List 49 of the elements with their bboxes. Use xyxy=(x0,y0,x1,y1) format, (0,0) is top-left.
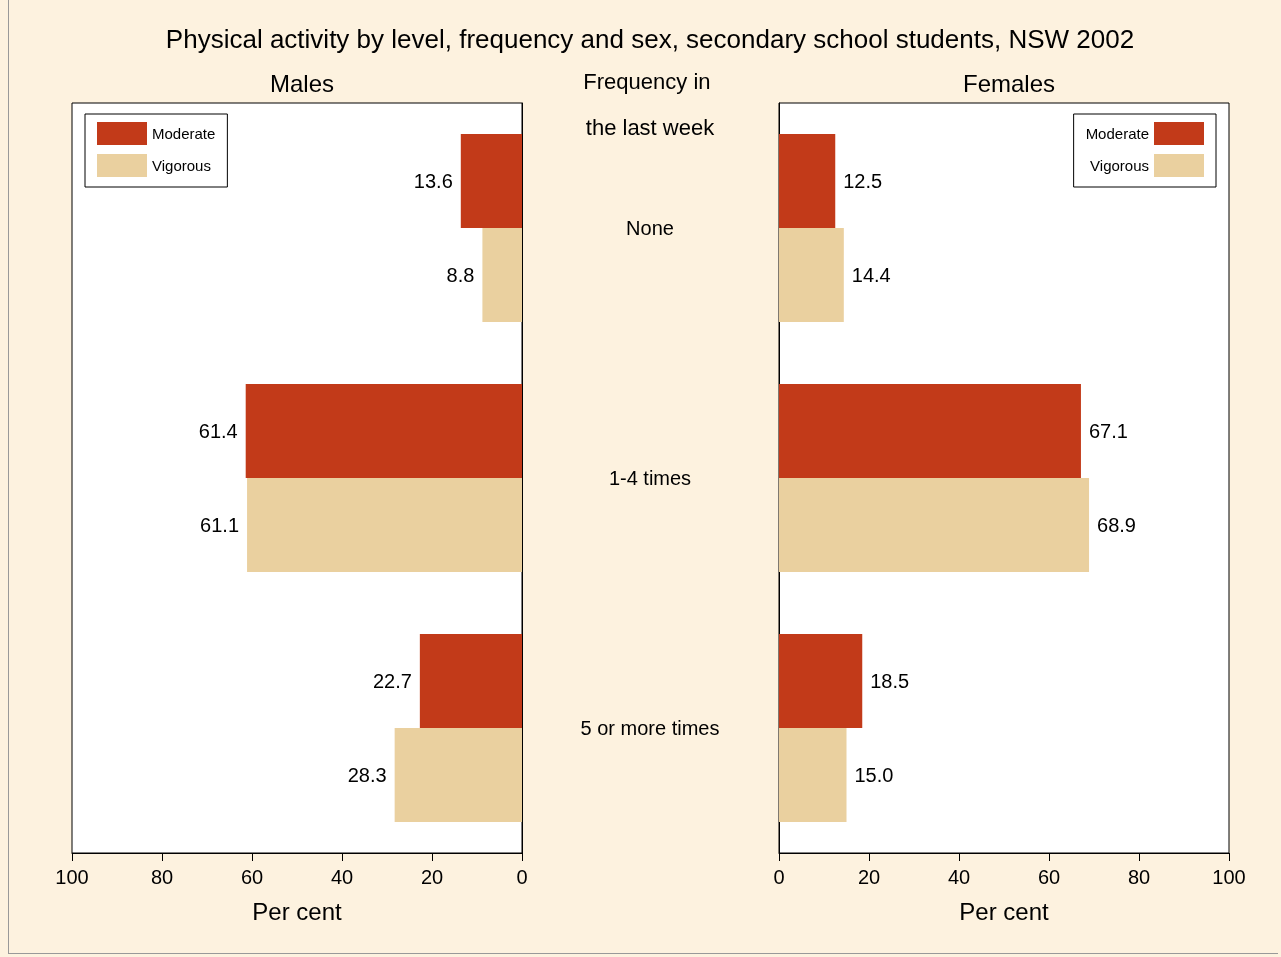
data-label: 8.8 xyxy=(446,264,475,286)
x-tick-label: 60 xyxy=(1037,866,1061,888)
bar xyxy=(779,134,836,228)
y-tick-label: 1-4 times xyxy=(608,467,692,489)
x-tick-label: 60 xyxy=(240,866,264,888)
text: Physical activity by level, frequency and sex, secondary school students, NSW 2002 xyxy=(164,24,1136,55)
bar xyxy=(482,228,522,322)
bar xyxy=(460,134,522,228)
legend-label: Moderate xyxy=(152,125,216,142)
x-tick-label: 40 xyxy=(330,866,354,888)
data-label: 67.1 xyxy=(1088,420,1128,442)
data-label: 12.5 xyxy=(843,170,883,192)
x-tick-label: 20 xyxy=(420,866,444,888)
legend-label: Moderate xyxy=(1085,125,1149,142)
x-axis-title: Per cent xyxy=(252,897,343,925)
legend-label: Vigorous xyxy=(152,157,211,174)
data-label: 14.4 xyxy=(851,264,891,286)
bar xyxy=(247,478,522,572)
y-axis-title: Frequency in the last week xyxy=(583,68,717,140)
bar xyxy=(779,384,1081,478)
data-label: 28.3 xyxy=(347,764,387,786)
x-tick-label: 0 xyxy=(773,866,785,888)
legend-label: Vigorous xyxy=(1090,157,1149,174)
bar xyxy=(779,478,1090,572)
x-tick-label: 20 xyxy=(857,866,881,888)
x-tick-label: 80 xyxy=(150,866,174,888)
chart-subtitle: Males xyxy=(269,69,335,97)
bar xyxy=(419,634,522,728)
bar xyxy=(779,228,844,322)
bar xyxy=(779,634,863,728)
data-label: 13.6 xyxy=(413,170,453,192)
data-label: 68.9 xyxy=(1097,514,1136,536)
y-tick-label: None xyxy=(626,217,674,239)
x-tick-label: 40 xyxy=(947,866,971,888)
x-tick-label: 100 xyxy=(55,866,89,888)
x-axis-title: Per cent xyxy=(959,897,1050,925)
data-label: 22.7 xyxy=(372,670,412,692)
x-tick-label: 80 xyxy=(1127,866,1151,888)
data-label: 61.4 xyxy=(198,420,238,442)
data-label: 18.5 xyxy=(870,670,910,692)
bar xyxy=(394,728,522,822)
data-label: 61.1 xyxy=(200,514,240,536)
data-label: 15.0 xyxy=(854,764,894,786)
y-tick-label: 5 or more times xyxy=(580,717,720,739)
bar xyxy=(245,384,522,478)
x-tick-label: 0 xyxy=(516,866,528,888)
bar xyxy=(779,728,847,822)
x-tick-label: 100 xyxy=(1212,866,1246,888)
chart-subtitle: Females xyxy=(962,69,1056,97)
